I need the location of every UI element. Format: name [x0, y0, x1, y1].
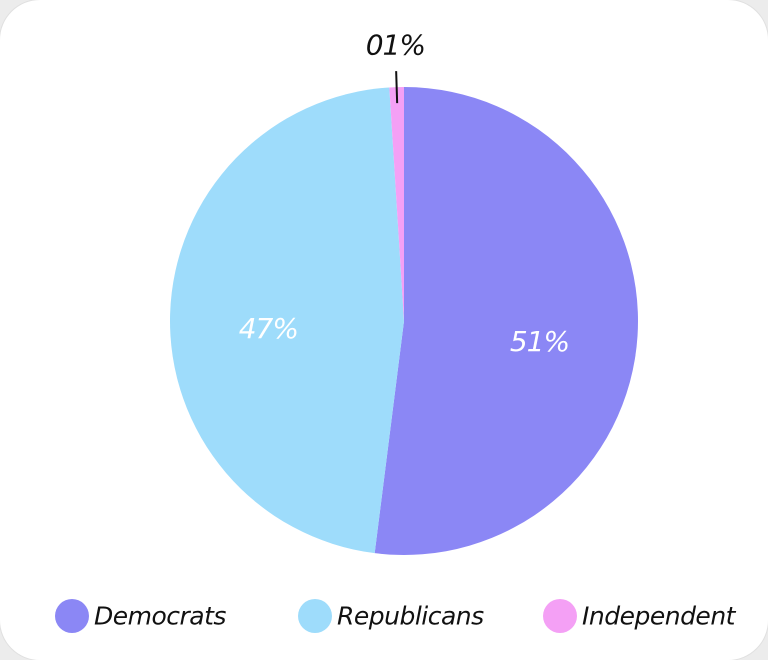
pie-slices — [169, 87, 638, 555]
legend-label-republicans: Republicans — [337, 602, 484, 631]
data-label-independent: 01% — [366, 29, 425, 62]
pie-slice-republicans — [169, 87, 404, 554]
pie-slice-independent — [389, 87, 404, 321]
legend-label-independent: Independent — [582, 602, 737, 631]
pie-slice-democrats — [374, 87, 638, 555]
data-label-republicans: 47% — [239, 312, 298, 345]
data-label-democrats: 51% — [510, 325, 569, 358]
legend-swatch-republicans — [298, 599, 332, 633]
pie-chart: 51% 47% 01% Democrats Republicans Independen… — [55, 29, 737, 633]
slice-labels: 51% 47% 01% — [239, 29, 570, 358]
legend-label-democrats: Democrats — [94, 602, 226, 631]
independent-leader-line — [395, 71, 399, 104]
legend: Democrats Republicans Independent — [55, 599, 737, 633]
legend-swatch-democrats — [55, 599, 89, 633]
legend-swatch-independent — [543, 599, 577, 633]
